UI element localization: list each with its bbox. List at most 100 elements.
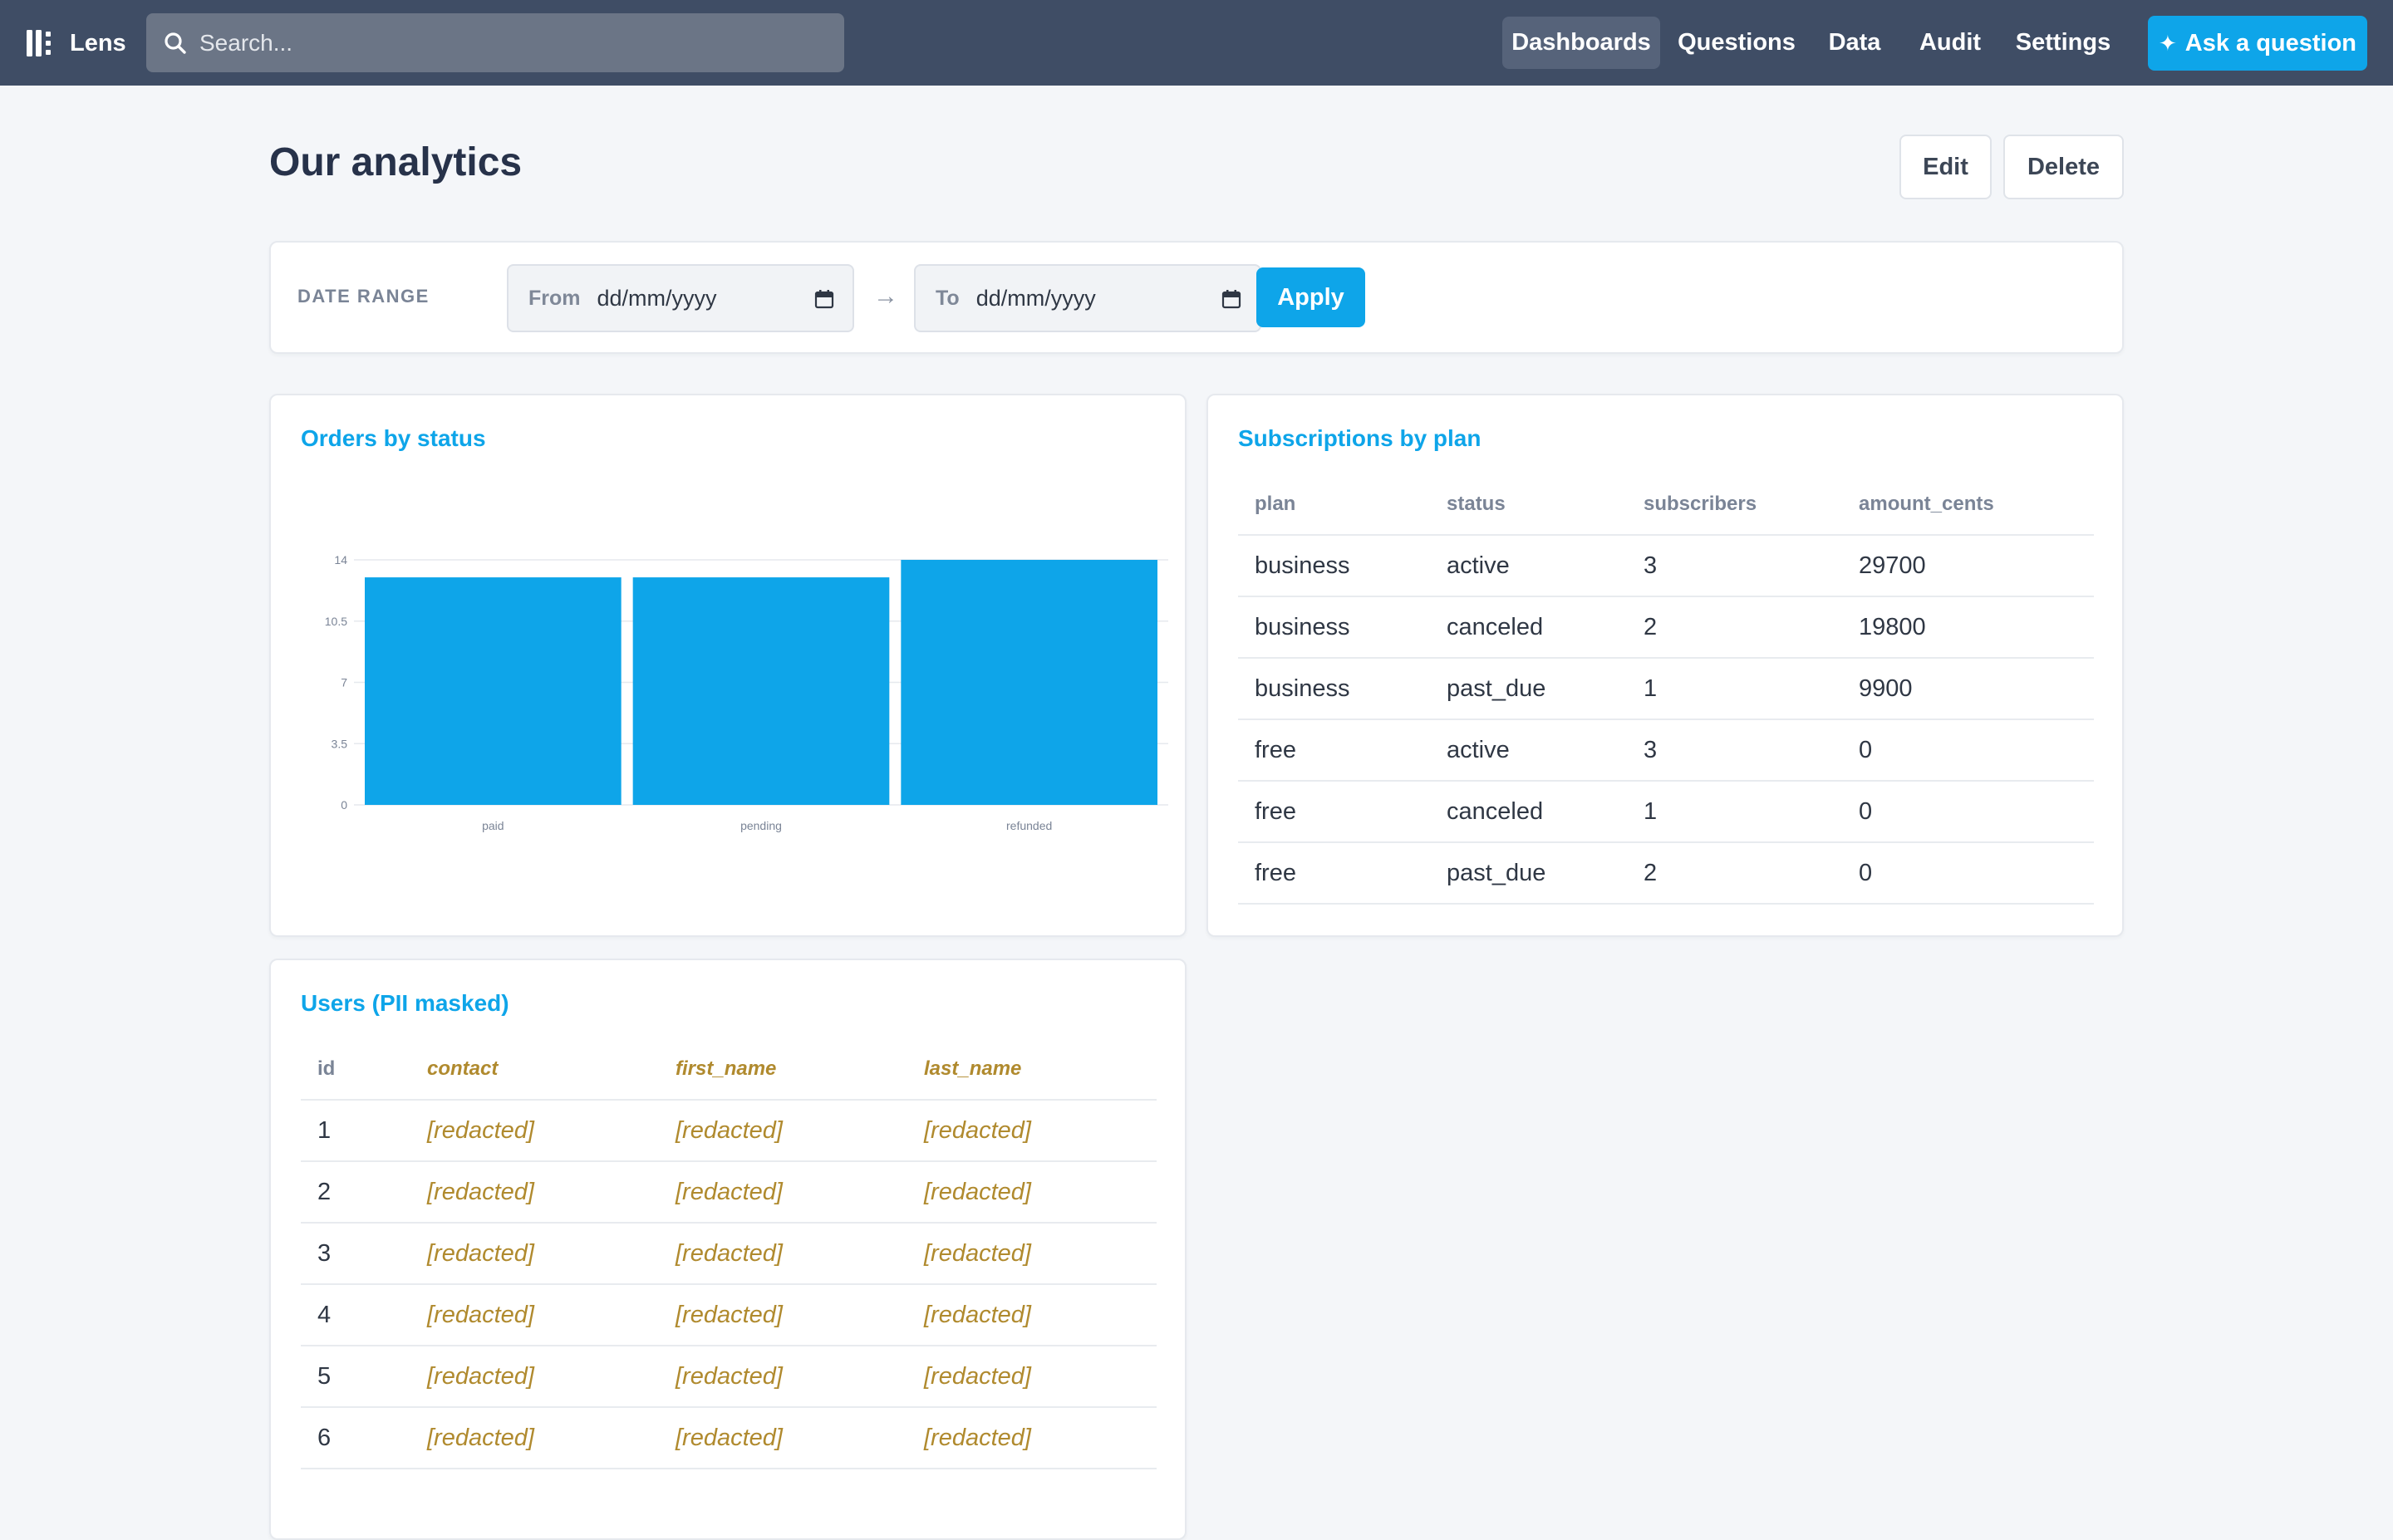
table-cell-status: active bbox=[1430, 719, 1627, 782]
users-column-header-contact[interactable]: contact bbox=[410, 1038, 659, 1101]
table-cell-subscribers: 1 bbox=[1627, 658, 1842, 720]
lens-logo-icon bbox=[27, 30, 51, 56]
users-column-header-id[interactable]: id bbox=[301, 1038, 410, 1101]
table-cell-contact: [redacted] bbox=[410, 1223, 659, 1285]
table-cell-contact: [redacted] bbox=[410, 1346, 659, 1408]
search-icon bbox=[165, 32, 186, 54]
table-cell-plan: business bbox=[1238, 658, 1430, 720]
top-navigation-bar: Lens Dashboards Questions Data Audit Set… bbox=[0, 0, 2393, 86]
table-cell-status: canceled bbox=[1430, 596, 1627, 659]
table-cell-id: 2 bbox=[301, 1161, 410, 1224]
apply-button[interactable]: Apply bbox=[1256, 267, 1365, 327]
table-row: free past_due 2 0 bbox=[1238, 842, 2094, 905]
table-cell-first-name: [redacted] bbox=[659, 1161, 907, 1224]
table-cell-subscribers: 3 bbox=[1627, 719, 1842, 782]
table-cell-subscribers: 2 bbox=[1627, 842, 1842, 905]
users-header-row: id contact first_name last_name bbox=[301, 1038, 1157, 1101]
subscriptions-column-header-subscribers[interactable]: subscribers bbox=[1627, 473, 1842, 536]
edit-button[interactable]: Edit bbox=[1899, 135, 1992, 199]
to-label: To bbox=[936, 286, 960, 310]
calendar-icon[interactable] bbox=[814, 289, 834, 309]
table-row: 5 [redacted] [redacted] [redacted] bbox=[301, 1346, 1157, 1408]
table-row: business past_due 1 9900 bbox=[1238, 658, 2094, 720]
users-table: id contact first_name last_name 1 [redacted]… bbox=[301, 1038, 1157, 1469]
bar-paid[interactable] bbox=[365, 577, 622, 805]
y-tick-label: 14 bbox=[334, 553, 347, 566]
delete-button[interactable]: Delete bbox=[2003, 135, 2124, 199]
users-column-header-first-name[interactable]: first_name bbox=[659, 1038, 907, 1101]
table-cell-status: canceled bbox=[1430, 781, 1627, 843]
page-title: Our analytics bbox=[269, 140, 523, 184]
y-tick-label: 10.5 bbox=[325, 615, 347, 628]
table-cell-plan: business bbox=[1238, 596, 1430, 659]
orders-by-status-card: Orders by status 0 3.5 7 10.5 14 paid pending r… bbox=[269, 394, 1187, 937]
subscriptions-table: plan status subscribers amount_cents busine… bbox=[1238, 473, 2094, 905]
table-cell-contact: [redacted] bbox=[410, 1100, 659, 1162]
table-cell-subscribers: 1 bbox=[1627, 781, 1842, 843]
search-input[interactable] bbox=[199, 29, 831, 56]
orders-bar-chart: 0 3.5 7 10.5 14 paid pending refunded bbox=[325, 553, 1168, 832]
x-tick-label: paid bbox=[482, 819, 504, 832]
subscriptions-column-header-plan[interactable]: plan bbox=[1238, 473, 1430, 536]
nav-settings[interactable]: Settings bbox=[2015, 29, 2111, 56]
orders-card-title: Orders by status bbox=[301, 425, 486, 451]
table-cell-contact: [redacted] bbox=[410, 1161, 659, 1224]
bar-refunded[interactable] bbox=[901, 560, 1157, 805]
table-row: free active 3 0 bbox=[1238, 719, 2094, 782]
table-cell-last-name: [redacted] bbox=[907, 1161, 1157, 1224]
subscriptions-by-plan-card: Subscriptions by plan plan status subscrib… bbox=[1206, 394, 2124, 937]
table-cell-id: 6 bbox=[301, 1407, 410, 1469]
users-card-title: Users (PII masked) bbox=[301, 990, 509, 1016]
nav-dashboards[interactable]: Dashboards bbox=[1502, 17, 1660, 69]
table-row: business active 3 29700 bbox=[1238, 535, 2094, 597]
date-range-filter-card: DATE RANGE From dd/mm/yyyy → To dd/mm/yy… bbox=[269, 241, 2124, 354]
from-date-value: dd/mm/yyyy bbox=[597, 285, 717, 311]
table-cell-last-name: [redacted] bbox=[907, 1346, 1157, 1408]
table-cell-status: active bbox=[1430, 535, 1627, 597]
table-cell-contact: [redacted] bbox=[410, 1284, 659, 1346]
table-cell-first-name: [redacted] bbox=[659, 1100, 907, 1162]
range-arrow-icon: → bbox=[873, 282, 898, 310]
table-cell-plan: business bbox=[1238, 535, 1430, 597]
table-cell-first-name: [redacted] bbox=[659, 1407, 907, 1469]
app-logo[interactable]: Lens bbox=[25, 25, 126, 61]
table-row: 3 [redacted] [redacted] [redacted] bbox=[301, 1223, 1157, 1285]
table-cell-amount-cents: 0 bbox=[1842, 781, 2094, 843]
table-cell-last-name: [redacted] bbox=[907, 1100, 1157, 1162]
table-cell-first-name: [redacted] bbox=[659, 1346, 907, 1408]
to-date-value: dd/mm/yyyy bbox=[975, 285, 1096, 311]
table-row: free canceled 1 0 bbox=[1238, 781, 2094, 843]
x-tick-label: pending bbox=[740, 819, 782, 832]
calendar-icon[interactable] bbox=[1221, 289, 1241, 309]
nav-questions[interactable]: Questions bbox=[1678, 29, 1796, 56]
table-cell-id: 5 bbox=[301, 1346, 410, 1408]
date-range-label: DATE RANGE bbox=[297, 286, 430, 307]
table-cell-amount-cents: 0 bbox=[1842, 719, 2094, 782]
bar-pending[interactable] bbox=[632, 577, 890, 805]
table-cell-amount-cents: 19800 bbox=[1842, 596, 2094, 659]
table-cell-last-name: [redacted] bbox=[907, 1284, 1157, 1346]
to-date-field[interactable]: To dd/mm/yyyy bbox=[914, 264, 1261, 332]
table-cell-status: past_due bbox=[1430, 658, 1627, 720]
table-row: 4 [redacted] [redacted] [redacted] bbox=[301, 1284, 1157, 1346]
table-cell-amount-cents: 29700 bbox=[1842, 535, 2094, 597]
users-column-header-last-name[interactable]: last_name bbox=[907, 1038, 1157, 1101]
table-cell-plan: free bbox=[1238, 781, 1430, 843]
y-tick-label: 3.5 bbox=[332, 737, 348, 750]
table-cell-first-name: [redacted] bbox=[659, 1284, 907, 1346]
from-date-field[interactable]: From dd/mm/yyyy bbox=[507, 264, 854, 332]
subscriptions-header-row: plan status subscribers amount_cents bbox=[1238, 473, 2094, 536]
nav-data[interactable]: Data bbox=[1828, 29, 1881, 56]
search-box[interactable] bbox=[146, 13, 844, 72]
subscriptions-column-header-status[interactable]: status bbox=[1430, 473, 1627, 536]
y-tick-label: 7 bbox=[341, 676, 347, 689]
table-row: business canceled 2 19800 bbox=[1238, 596, 2094, 659]
users-pii-masked-card: Users (PII masked) id contact first_name la… bbox=[269, 959, 1187, 1540]
nav-audit[interactable]: Audit bbox=[1919, 29, 1982, 56]
table-cell-first-name: [redacted] bbox=[659, 1223, 907, 1285]
subscriptions-column-header-amount-cents[interactable]: amount_cents bbox=[1842, 473, 2094, 536]
x-tick-label: refunded bbox=[1006, 819, 1052, 832]
table-cell-last-name: [redacted] bbox=[907, 1407, 1157, 1469]
ask-question-button[interactable]: ✦ Ask a question bbox=[2148, 16, 2367, 71]
ask-question-label: Ask a question bbox=[2184, 29, 2357, 56]
